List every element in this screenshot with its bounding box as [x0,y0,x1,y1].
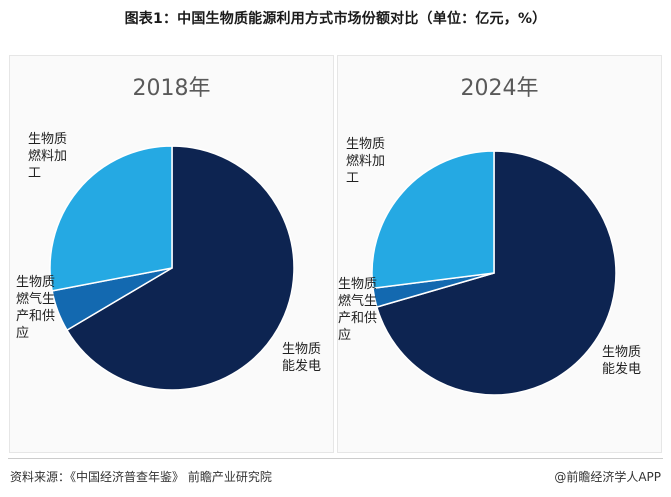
pie-chart-2024 [371,150,617,396]
slice-label-power-2018: 生物质能发电 [282,342,322,374]
slice-label-fuel-2018: 生物质燃料加工 [28,132,68,181]
brand-credit: @前瞻经济学人APP [554,470,661,484]
pie-panel-2024: 2024年 生物质燃料加工 生物质燃气生产和供应 生物质能发电 [337,55,662,453]
pie-title-2018: 2018年 [132,76,211,101]
slice-label-gas-2024: 生物质燃气生产和供应 [338,277,378,343]
pie-slice-power-2018 [65,145,295,391]
pie-slice-fuel-2024 [371,150,495,290]
pie-chart-2018 [49,145,295,391]
pie-title-2024: 2024年 [460,76,539,101]
source-note: 资料来源：《中国经济普查年鉴》 前瞻产业研究院 [10,470,272,484]
pie-slice-fuel-2018 [49,145,173,292]
footer-divider [8,458,663,459]
slice-label-power-2024: 生物质能发电 [602,345,642,377]
slice-label-fuel-2024: 生物质燃料加工 [346,137,386,186]
chart-title: 图表1：中国生物质能源利用方式市场份额对比（单位：亿元，%） [124,11,547,27]
slice-label-gas-2018: 生物质燃气生产和供应 [16,275,56,341]
pie-slice-power-2024 [375,150,617,396]
pie-panel-2018: 2018年 生物质燃料加工 生物质燃气生产和供应 生物质能发电 [9,55,334,453]
